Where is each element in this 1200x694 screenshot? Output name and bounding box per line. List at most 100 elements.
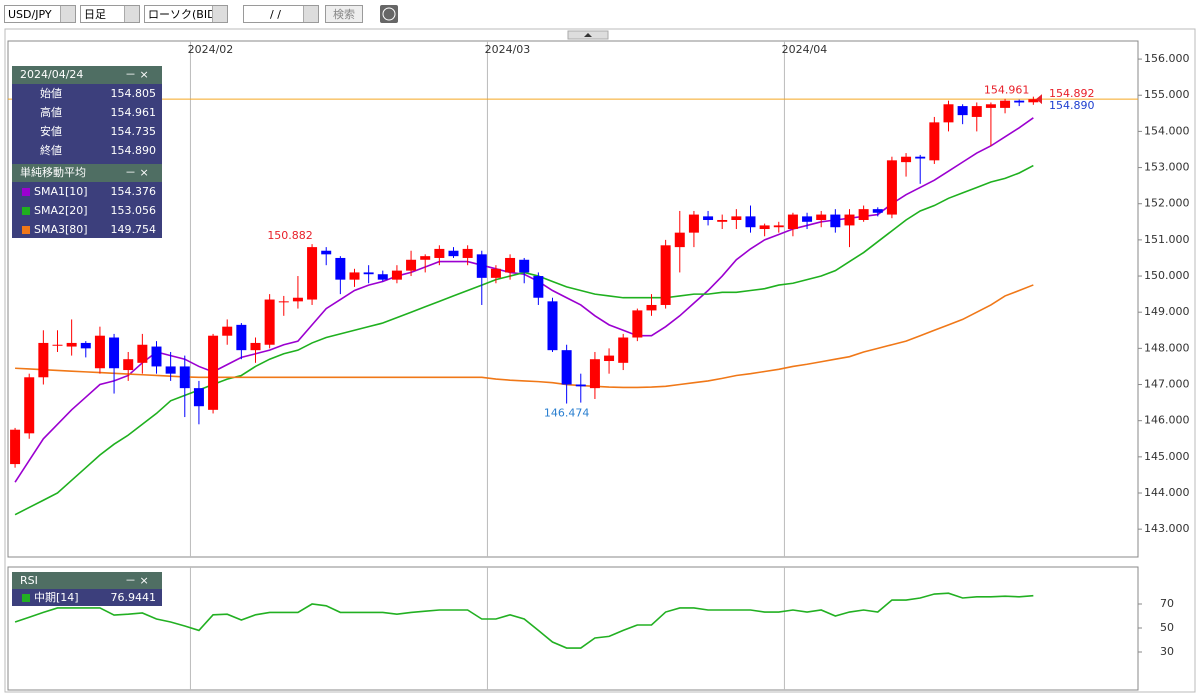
panel-controls[interactable]: － × xyxy=(125,68,149,81)
info-value: 154.735 xyxy=(111,125,157,138)
overlay: 2024/04/24 － × 単純移動平均 － × RSI － × 始値 154.… xyxy=(12,66,162,606)
legend-value: 76.9441 xyxy=(111,591,157,604)
collapse-icon xyxy=(584,33,592,37)
legend-label: SMA2[20] xyxy=(34,204,88,217)
annotation: 146.474 xyxy=(544,407,590,420)
candle-body xyxy=(10,429,21,465)
candle-body xyxy=(335,257,346,280)
candle-body xyxy=(52,344,63,346)
pair-select[interactable]: USD/JPY xyxy=(4,5,76,23)
candle-body xyxy=(448,250,459,257)
candle-body xyxy=(816,214,827,220)
candle-body xyxy=(123,359,134,371)
candle-body xyxy=(1014,100,1025,103)
info-value: 154.890 xyxy=(111,144,157,157)
candle-body xyxy=(830,214,841,228)
candle-body xyxy=(575,384,586,387)
candle-body xyxy=(886,160,897,215)
y-tick-label: 150.000 xyxy=(1144,269,1190,282)
period-select[interactable]: 日足 xyxy=(80,5,140,23)
candle-body xyxy=(193,388,204,407)
candle-body xyxy=(589,359,600,389)
candle-body xyxy=(688,214,699,233)
candle-body xyxy=(264,299,275,345)
sma-line xyxy=(14,164,1034,516)
candle-body xyxy=(109,337,120,369)
info-date: 2024/04/24 xyxy=(20,68,83,81)
candle-body xyxy=(533,276,544,298)
sma-title: 単純移動平均 xyxy=(20,165,86,179)
date-input[interactable]: / / xyxy=(243,5,319,23)
candle-body xyxy=(717,219,728,222)
candle-body xyxy=(646,304,657,311)
candle-body xyxy=(420,256,431,260)
y-tick-label: 144.000 xyxy=(1144,486,1190,499)
candle-body xyxy=(915,156,926,159)
info-label: 高値 xyxy=(40,105,62,119)
legend-value: 154.376 xyxy=(111,185,157,198)
x-tick-label: 2024/02 xyxy=(188,43,234,56)
legend-label: SMA1[10] xyxy=(34,185,88,198)
y-tick-label: 30 xyxy=(1160,645,1174,658)
candle-body xyxy=(731,216,742,220)
legend-swatch xyxy=(22,594,30,602)
candle-body xyxy=(943,104,954,123)
y-tick-label: 149.000 xyxy=(1144,305,1190,318)
candle-body xyxy=(94,335,105,369)
info-label: 安値 xyxy=(40,124,62,138)
chart-frame xyxy=(4,28,1196,693)
y-tick-label: 156.000 xyxy=(1144,52,1190,65)
search-button[interactable]: 検索 xyxy=(325,5,363,23)
candle-body xyxy=(208,335,219,410)
current-price-label: 154.892 xyxy=(1049,87,1095,100)
rsi-line xyxy=(14,592,1034,649)
main-plot xyxy=(7,40,1139,558)
y-tick-label: 154.000 xyxy=(1144,124,1190,137)
dropdown[interactable] xyxy=(60,6,75,22)
dropdown[interactable] xyxy=(303,6,318,22)
panel-controls[interactable]: － × xyxy=(125,574,149,587)
candle-body xyxy=(660,245,671,305)
info-value: 154.805 xyxy=(111,87,157,100)
candle-body xyxy=(165,366,176,374)
info-label: 終値 xyxy=(40,143,62,157)
candle-body xyxy=(759,225,770,230)
candle-body xyxy=(321,250,332,255)
y-tick-label: 153.000 xyxy=(1144,161,1190,174)
marks: 2024/02 2024/03 2024/04 143.000 144.000 145.0… xyxy=(8,41,1190,690)
legend-label: SMA3[80] xyxy=(34,223,88,236)
candle-body xyxy=(674,232,685,248)
panel-controls[interactable]: － × xyxy=(125,166,149,179)
y-tick-label: 143.000 xyxy=(1144,522,1190,535)
info-label: 始値 xyxy=(40,86,62,100)
candle-body xyxy=(476,254,487,278)
candle-body xyxy=(561,350,572,385)
candle-body xyxy=(1028,99,1039,103)
legend-swatch xyxy=(22,188,30,196)
candle-body xyxy=(38,342,49,378)
dropdown[interactable] xyxy=(124,6,139,22)
info-value: 154.961 xyxy=(111,106,157,119)
dropdown[interactable] xyxy=(212,6,227,22)
kind-select[interactable]: ローソク(BID) xyxy=(144,5,228,23)
candle-body xyxy=(137,344,148,363)
info-panel xyxy=(12,66,162,238)
candle-body xyxy=(80,342,91,349)
rsi-plot xyxy=(7,566,1139,691)
candle-body xyxy=(872,209,883,213)
y-tick-label: 155.000 xyxy=(1144,88,1190,101)
annotation: 154.890 xyxy=(1049,99,1095,112)
candle-body xyxy=(490,268,501,278)
candle-body xyxy=(505,257,516,273)
candle-body xyxy=(278,301,289,303)
y-tick-label: 148.000 xyxy=(1144,341,1190,354)
y-tick-label: 147.000 xyxy=(1144,378,1190,391)
sma-header xyxy=(12,164,162,182)
candle-body xyxy=(604,355,615,362)
candle-body xyxy=(901,156,912,163)
candle-body xyxy=(745,216,756,228)
y-tick-label: 50 xyxy=(1160,621,1174,634)
annotation: 150.882 xyxy=(267,229,313,242)
